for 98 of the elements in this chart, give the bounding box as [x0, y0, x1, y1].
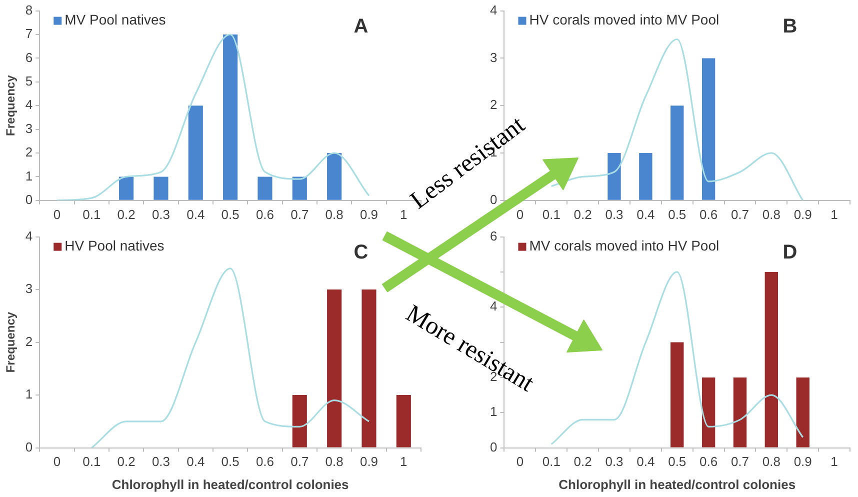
y-tick-label: 4 — [25, 97, 33, 112]
x-tick-label: 0.7 — [730, 454, 750, 470]
x-tick-label: 0.8 — [762, 454, 780, 470]
bar — [733, 377, 747, 448]
x-tick-label: 0.6 — [256, 206, 274, 222]
bar — [292, 176, 307, 200]
y-axis-title: Frequency — [4, 312, 18, 373]
y-tick-label: 2 — [25, 334, 33, 349]
legend-label: HV corals moved into MV Pool — [529, 12, 720, 28]
bar — [670, 106, 684, 200]
x-tick-label: 0.7 — [730, 206, 750, 222]
y-tick-label: 0 — [25, 439, 33, 454]
y-tick-label: 1 — [490, 404, 498, 420]
annotation: D — [782, 241, 798, 264]
legend-label: HV Pool natives — [64, 238, 164, 254]
x-tick-label: 0.5 — [221, 454, 240, 470]
bar — [702, 377, 716, 448]
bar — [188, 106, 203, 200]
y-tick-label: 3 — [490, 50, 498, 65]
y-tick-label: 0 — [490, 192, 498, 207]
line-series — [56, 34, 370, 200]
x-tick-label: 0 — [516, 206, 524, 222]
y-tick-label: 2 — [490, 97, 498, 112]
bar — [796, 377, 810, 448]
bar — [608, 153, 621, 200]
x-tick-label: 0.5 — [668, 454, 686, 470]
annotation: B — [782, 15, 798, 38]
annotation: A — [354, 15, 368, 38]
y-tick-label: 3 — [25, 120, 33, 136]
legend-label: MV corals moved into HV Pool — [529, 238, 720, 254]
x-tick-label: 0.1 — [542, 454, 560, 470]
line-series — [550, 271, 804, 446]
line-series — [550, 38, 804, 200]
x-tick-label: 0.1 — [542, 206, 560, 222]
bar — [223, 34, 238, 200]
x-tick-label: 0.1 — [82, 206, 101, 222]
y-tick-label: 6 — [490, 228, 498, 244]
x-tick-label: 0.4 — [636, 206, 655, 222]
x-tick-label: 0.2 — [117, 454, 136, 470]
x-tick-label: 0.2 — [117, 206, 136, 222]
x-tick-label: 0.9 — [360, 454, 378, 470]
bar — [119, 176, 134, 200]
bar — [258, 176, 272, 200]
x-axis-title: Chlorophyll in heated/control colonies — [558, 476, 796, 492]
bar — [327, 153, 342, 200]
x-tick-label: 1 — [400, 206, 408, 222]
x-tick-label: 0 — [516, 454, 524, 470]
y-tick-label: 1 — [25, 386, 33, 402]
x-tick-label: 0.7 — [290, 206, 309, 222]
x-tick-label: 0.4 — [186, 206, 205, 222]
y-tick-label: 4 — [25, 228, 33, 244]
x-tick-label: 0.3 — [605, 454, 624, 470]
y-tick-label: 5 — [25, 73, 33, 88]
x-tick-label: 0.6 — [700, 206, 718, 222]
x-tick-label: 0.9 — [794, 206, 812, 222]
x-tick-label: 0.5 — [221, 206, 240, 222]
y-tick-label: 4 — [490, 2, 498, 18]
y-tick-label: 8 — [25, 2, 33, 18]
x-tick-label: 0.4 — [186, 454, 205, 470]
bar — [764, 272, 778, 448]
y-tick-label: 2 — [25, 144, 33, 160]
x-tick-label: 0.7 — [290, 454, 309, 470]
bar — [154, 176, 168, 200]
y-axis-title: Frequency — [4, 74, 18, 136]
x-tick-label: 0.6 — [700, 454, 718, 470]
x-tick-label: 0.6 — [256, 454, 274, 470]
x-tick-label: 1 — [830, 454, 838, 470]
x-tick-label: 0 — [53, 206, 61, 222]
x-tick-label: 0.3 — [152, 454, 170, 470]
x-tick-label: 0.9 — [794, 454, 812, 470]
bar — [670, 342, 684, 448]
y-tick-label: 0 — [25, 192, 33, 207]
x-tick-label: 0.2 — [574, 454, 592, 470]
bar — [702, 58, 716, 200]
x-tick-label: 0.3 — [152, 206, 170, 222]
y-tick-label: 6 — [25, 50, 33, 65]
line-series — [90, 268, 370, 448]
x-tick-label: 0.5 — [668, 206, 686, 222]
x-tick-label: 0.1 — [82, 454, 101, 470]
legend-label: MV Pool natives — [64, 12, 166, 28]
x-tick-label: 1 — [830, 206, 838, 222]
y-tick-label: 1 — [25, 168, 33, 184]
x-tick-label: 0.8 — [325, 206, 344, 222]
x-tick-label: 0.3 — [605, 206, 624, 222]
y-tick-label: 4 — [490, 298, 498, 314]
y-tick-label: 0 — [490, 439, 498, 454]
y-tick-label: 3 — [25, 281, 33, 296]
x-tick-label: 1 — [400, 454, 408, 470]
x-tick-label: 0.8 — [762, 206, 780, 222]
x-tick-label: 0.8 — [325, 454, 344, 470]
x-tick-label: 0.2 — [574, 206, 592, 222]
bar — [639, 153, 652, 200]
annotation: C — [354, 241, 368, 264]
y-tick-label: 7 — [25, 26, 33, 42]
x-tick-label: 0.4 — [636, 454, 655, 470]
x-axis-title: Chlorophyll in heated/control colonies — [112, 476, 349, 492]
x-tick-label: 0 — [53, 454, 61, 470]
x-tick-label: 0.9 — [360, 206, 378, 222]
